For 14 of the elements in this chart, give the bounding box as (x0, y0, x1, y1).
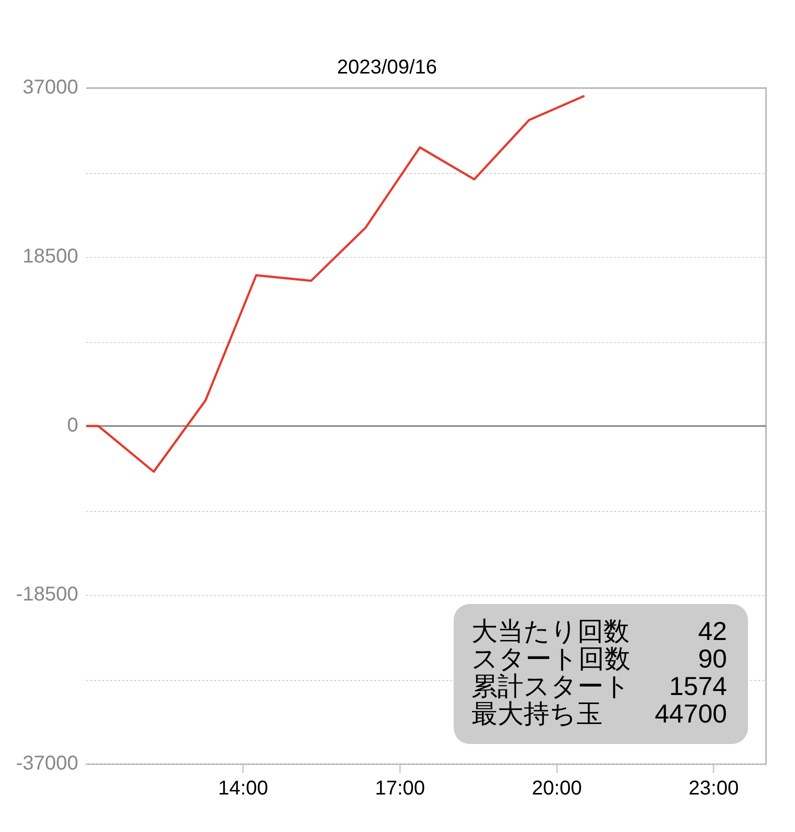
text: スタート回数 90 (472, 643, 727, 674)
x-tick-label: 23:00 (688, 778, 739, 800)
text: 最大持ち玉 44700 (472, 698, 727, 728)
y-tick-label: 0 (67, 414, 78, 437)
text: 大当たり回数 42 (472, 616, 727, 646)
x-tick-label: 20:00 (532, 778, 582, 800)
x-tick-label: 14:00 (218, 778, 268, 800)
y-tick-label: 37000 (22, 76, 78, 99)
y-tick-label: 18500 (22, 246, 78, 268)
x-tick-label: 17:00 (374, 778, 426, 800)
text: 累計スタート 1574 (472, 670, 727, 701)
y-tick-label: -18500 (16, 584, 78, 606)
chart-title: 2023/09/16 (336, 56, 438, 79)
y-tick-label: -37000 (16, 752, 78, 775)
